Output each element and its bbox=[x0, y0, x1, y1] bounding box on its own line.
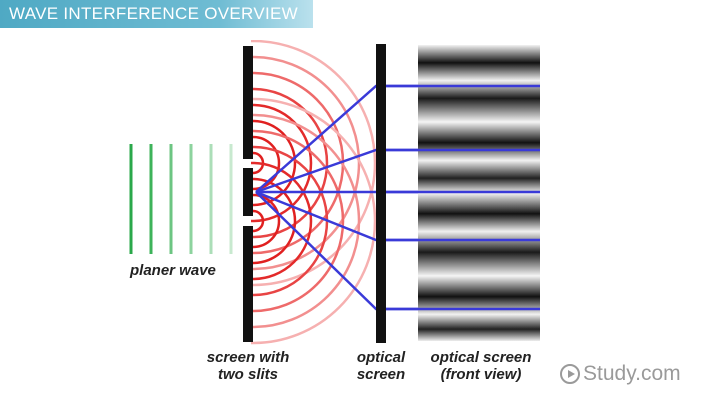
logo-text: Study.com bbox=[583, 362, 681, 385]
front-view-label: optical screen (front view) bbox=[420, 349, 542, 383]
optical-screen-label: optical screen bbox=[349, 349, 413, 383]
slit-screen-label-line2: two slits bbox=[217, 366, 278, 383]
planar-wave-label: planer wave bbox=[130, 262, 216, 279]
planar-wave-text: planer wave bbox=[130, 262, 216, 279]
slit-screen bbox=[243, 46, 253, 342]
page-title: WAVE INTERFERENCE OVERVIEW bbox=[9, 4, 298, 23]
play-circle-icon bbox=[560, 364, 580, 384]
optical-screen-label-line1: optical bbox=[356, 349, 406, 366]
slit-screen-segment-middle bbox=[243, 168, 253, 216]
slit-screen-label: screen with two slits bbox=[200, 349, 296, 383]
slit-screen-segment-top bbox=[243, 46, 253, 159]
title-bar: WAVE INTERFERENCE OVERVIEW bbox=[0, 0, 313, 28]
ray-markers bbox=[386, 84, 540, 311]
slit-screen-segment-bottom bbox=[243, 226, 253, 342]
slit-screen-label-line1: screen with bbox=[206, 349, 290, 366]
optical-screen-label-line2: screen bbox=[356, 366, 406, 383]
front-view-label-line1: optical screen bbox=[430, 349, 532, 366]
planar-wave bbox=[129, 144, 233, 254]
optical-screen bbox=[376, 44, 386, 343]
front-view-label-line2: (front view) bbox=[440, 366, 522, 383]
study-logo: Study.com bbox=[560, 362, 681, 386]
